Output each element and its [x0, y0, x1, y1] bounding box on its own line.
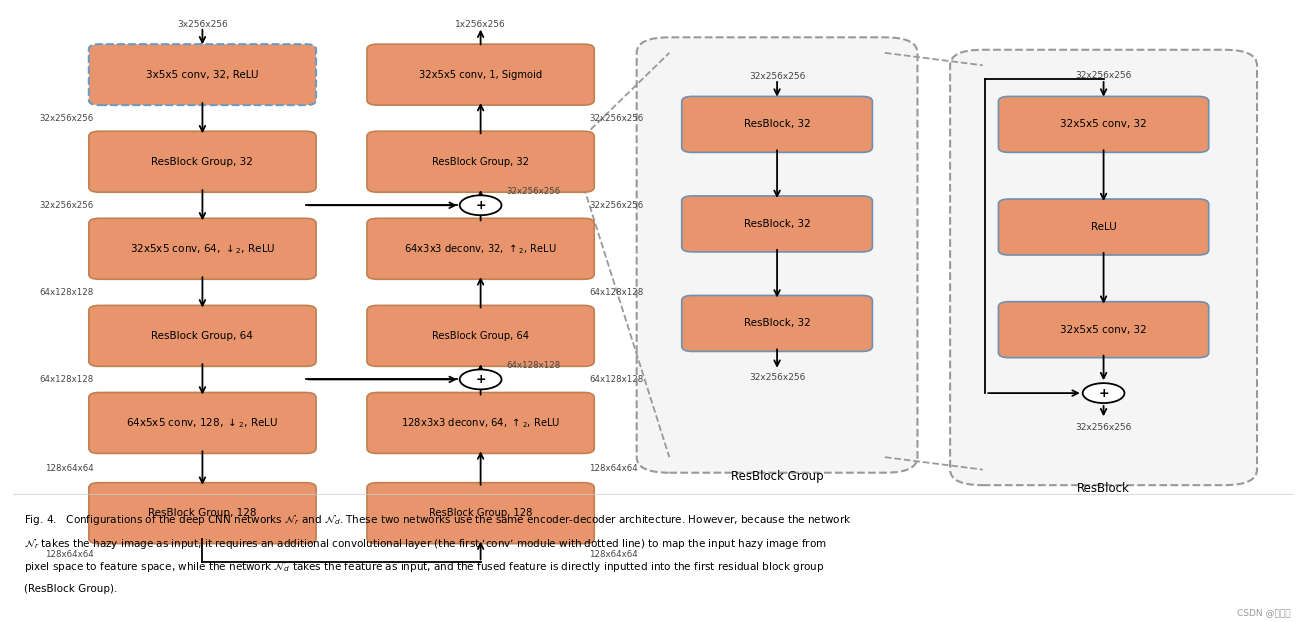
FancyBboxPatch shape [367, 218, 594, 279]
Text: 32x256x256: 32x256x256 [507, 187, 562, 196]
Text: 64x128x128: 64x128x128 [589, 375, 644, 384]
Text: 128x3x3 deconv, 64, $\uparrow_2$, ReLU: 128x3x3 deconv, 64, $\uparrow_2$, ReLU [401, 416, 560, 430]
Text: ResBlock Group, 64: ResBlock Group, 64 [432, 331, 529, 341]
Text: ResBlock Group, 32: ResBlock Group, 32 [151, 157, 253, 167]
FancyBboxPatch shape [682, 96, 872, 152]
Text: 64x3x3 deconv, 32, $\uparrow_2$, ReLU: 64x3x3 deconv, 32, $\uparrow_2$, ReLU [404, 242, 558, 256]
Text: 3x5x5 conv, 32, ReLU: 3x5x5 conv, 32, ReLU [146, 70, 259, 80]
Text: 32x256x256: 32x256x256 [589, 201, 644, 210]
FancyBboxPatch shape [89, 44, 316, 105]
Text: 32x256x256: 32x256x256 [589, 114, 644, 123]
Text: 64x128x128: 64x128x128 [507, 361, 562, 370]
Text: ResBlock Group: ResBlock Group [731, 470, 823, 483]
Text: ResBlock Group, 64: ResBlock Group, 64 [151, 331, 253, 341]
Text: 64x128x128: 64x128x128 [39, 288, 94, 297]
Text: +: + [1098, 387, 1109, 399]
FancyBboxPatch shape [89, 392, 316, 453]
FancyBboxPatch shape [367, 44, 594, 105]
Text: Fig. 4.   Configurations of the deep CNN networks $\mathcal{N}_r$ and $\mathcal{: Fig. 4. Configurations of the deep CNN n… [24, 513, 852, 527]
Text: (ResBlock Group).: (ResBlock Group). [24, 584, 116, 594]
FancyBboxPatch shape [998, 302, 1209, 358]
Text: 128x64x64: 128x64x64 [589, 463, 637, 473]
FancyBboxPatch shape [89, 218, 316, 279]
Text: 32x256x256: 32x256x256 [748, 373, 806, 382]
FancyBboxPatch shape [682, 196, 872, 252]
Text: 64x128x128: 64x128x128 [589, 288, 644, 297]
Text: 3x256x256: 3x256x256 [178, 20, 227, 29]
FancyBboxPatch shape [89, 483, 316, 544]
Circle shape [1083, 383, 1124, 403]
FancyBboxPatch shape [89, 131, 316, 192]
Circle shape [460, 369, 502, 389]
Circle shape [460, 195, 502, 215]
Text: ResBlock Group, 128: ResBlock Group, 128 [148, 508, 257, 518]
Text: ReLU: ReLU [1091, 222, 1117, 232]
Text: 32x5x5 conv, 32: 32x5x5 conv, 32 [1060, 119, 1147, 129]
Text: pixel space to feature space, while the network $\mathcal{N}_d$ takes the featur: pixel space to feature space, while the … [24, 560, 824, 575]
Text: ResBlock Group, 128: ResBlock Group, 128 [428, 508, 533, 518]
Text: 64x5x5 conv, 128, $\downarrow_2$, ReLU: 64x5x5 conv, 128, $\downarrow_2$, ReLU [127, 416, 278, 430]
FancyBboxPatch shape [637, 37, 917, 473]
FancyBboxPatch shape [949, 50, 1256, 485]
FancyBboxPatch shape [682, 295, 872, 351]
FancyBboxPatch shape [89, 305, 316, 366]
FancyBboxPatch shape [367, 305, 594, 366]
Text: +: + [475, 199, 486, 211]
Text: $\mathcal{N}_r$ takes the hazy image as input, it requires an additional convolu: $\mathcal{N}_r$ takes the hazy image as … [24, 537, 827, 551]
FancyBboxPatch shape [367, 483, 594, 544]
FancyBboxPatch shape [998, 96, 1209, 152]
FancyBboxPatch shape [998, 199, 1209, 255]
Text: 32x5x5 conv, 32: 32x5x5 conv, 32 [1060, 325, 1147, 335]
Text: 32x256x256: 32x256x256 [39, 201, 94, 210]
Text: 128x64x64: 128x64x64 [46, 550, 94, 559]
Text: 128x64x64: 128x64x64 [589, 550, 637, 559]
Text: 1x256x256: 1x256x256 [456, 20, 505, 29]
Text: +: + [475, 373, 486, 386]
Text: CSDN @一梦、: CSDN @一梦、 [1237, 608, 1290, 617]
Text: 32x256x256: 32x256x256 [1075, 423, 1132, 432]
Text: ResBlock, 32: ResBlock, 32 [743, 119, 811, 129]
Text: 64x128x128: 64x128x128 [39, 375, 94, 384]
FancyBboxPatch shape [367, 392, 594, 453]
Text: 32x256x256: 32x256x256 [39, 114, 94, 123]
Text: 32x5x5 conv, 1, Sigmoid: 32x5x5 conv, 1, Sigmoid [419, 70, 542, 80]
Text: 32x256x256: 32x256x256 [1075, 71, 1132, 80]
Text: ResBlock, 32: ResBlock, 32 [743, 219, 811, 229]
Text: 32x5x5 conv, 64, $\downarrow_2$, ReLU: 32x5x5 conv, 64, $\downarrow_2$, ReLU [129, 242, 276, 256]
Text: 128x64x64: 128x64x64 [46, 463, 94, 473]
FancyBboxPatch shape [367, 131, 594, 192]
Text: ResBlock: ResBlock [1077, 482, 1130, 495]
Text: ResBlock, 32: ResBlock, 32 [743, 318, 811, 328]
Text: 32x256x256: 32x256x256 [748, 72, 806, 81]
Text: ResBlock Group, 32: ResBlock Group, 32 [432, 157, 529, 167]
